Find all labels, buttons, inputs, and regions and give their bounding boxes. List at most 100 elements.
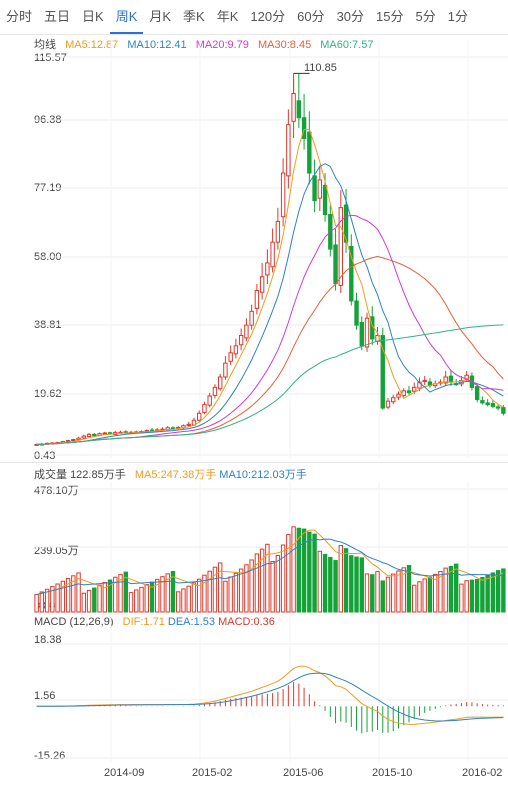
candle-body [490,403,496,407]
tab-9[interactable]: 60分 [297,9,325,24]
candle-body [296,100,302,119]
tab-12[interactable]: 5分 [415,9,436,24]
volume-bar [432,573,438,613]
period-tabs: 分时 五日 日K 周K 月K 季K 年K 120分 60分 30分 15分 5分 1分 [0,0,508,35]
candle-body [249,310,254,326]
volume-bar [118,574,123,613]
volume-bar [501,568,506,613]
volume-bar [165,573,170,613]
volume-bar [485,574,490,613]
x-tick-5: 2016-02 [462,767,503,779]
volume-bar [102,581,108,613]
candle-body [102,432,108,435]
candle-body [401,390,406,397]
tab-6[interactable]: 季K [183,9,205,24]
candle-body [228,352,233,362]
candle-body [71,439,76,442]
volume-value: 122.85万手 [70,469,126,481]
candle-body [333,244,338,285]
volume-bar [359,557,364,613]
candle-body [212,386,218,396]
macd-dea: DEA:1.53 [167,616,215,628]
ma60-line [36,324,504,445]
volume-bar [265,543,270,613]
volume-bar [495,570,501,613]
volume-tick-3: 0.00 [34,600,56,612]
dea-line [36,672,504,722]
divider [0,462,508,463]
macd-tick-1: 18.38 [34,634,62,646]
volume-bar [238,568,244,613]
volume-bar [317,550,323,613]
candle-body [233,345,239,355]
candle-body [343,204,349,243]
candle-body [385,400,391,408]
volume-bar [207,570,212,613]
volume-bar [128,592,134,613]
volume-tick-1: 478.10万 [34,485,79,497]
macd-params: (12,26,9) [69,616,114,628]
candle-body [291,93,296,122]
macd-dif: DIF:1.71 [122,616,165,628]
volume-bar [464,580,469,613]
candle-body [196,412,202,421]
candle-body [244,324,249,339]
volume-bar [301,528,307,613]
volume-bar [343,548,349,613]
candle-body [286,124,291,177]
candle-body [238,335,244,346]
volume-legend: 成交量 122.85万手 MA5:247.38万手 MA10:212.03万手 [34,466,307,482]
volume-bar [39,591,45,613]
x-tick-4: 2015-10 [372,767,413,779]
candle-body [280,172,286,218]
tab-1[interactable]: 分时 [6,9,33,24]
ma5-value: MA5:12.87 [65,39,119,51]
volume-bar [391,573,396,613]
tab-3[interactable]: 日K [82,9,104,24]
price-tick-7: 0.43 [34,450,56,462]
candle-body [65,440,71,443]
volume-bar [338,545,344,613]
ma60-value: MA60:7.57 [320,39,374,51]
volume-bar [86,589,92,613]
volume-bar [370,574,375,613]
volume-bar [139,586,144,613]
x-tick-2: 2015-02 [192,767,233,779]
volume-bar [438,571,443,613]
candle-body [359,322,364,347]
tab-5[interactable]: 月K [149,9,172,24]
tab-4[interactable]: 周K [109,0,144,34]
candle-body [495,406,501,409]
volume-bar [333,560,338,613]
volume-bar [181,588,186,613]
tab-11[interactable]: 15分 [376,9,404,24]
volume-bar [275,555,281,613]
ma20-value: MA20:9.79 [195,39,249,51]
tab-10[interactable]: 30分 [336,9,365,24]
volume-bar [233,572,239,613]
candle-body [270,241,275,268]
candle-body [259,276,265,293]
volume-bar [270,560,275,613]
candle-body [217,376,223,390]
candle-body [391,397,396,403]
volume-bar [328,556,333,613]
volume-bar [155,578,160,613]
tab-13[interactable]: 1分 [447,9,468,24]
volume-bar [364,573,370,613]
volume-title: 成交量 [34,469,67,481]
candle-body [223,362,228,378]
volume-bar [401,567,406,613]
macd-value: MACD:0.36 [218,616,275,628]
candle-body [501,407,506,414]
candle-body [275,220,281,243]
tab-8[interactable]: 120分 [250,9,286,24]
volume-bar [490,572,496,613]
tab-2[interactable]: 五日 [44,9,71,24]
volume-bar [223,580,228,613]
x-tick-1: 2014-09 [104,767,145,779]
tab-7[interactable]: 年K [216,9,239,24]
candle-body [265,262,270,276]
macd-title: MACD [34,616,67,628]
